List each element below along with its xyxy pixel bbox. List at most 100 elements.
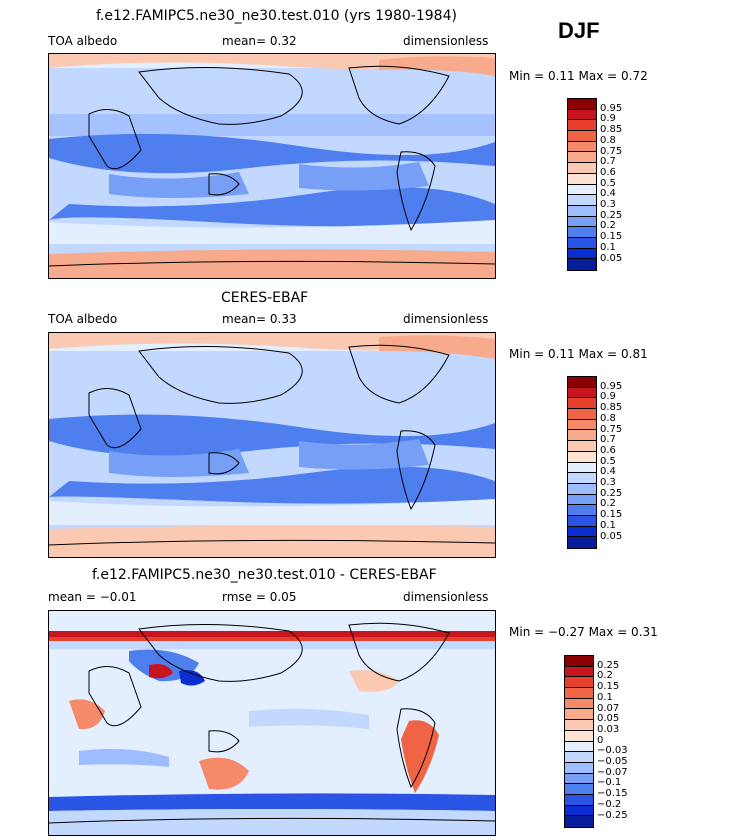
- colorbar-swatch: [568, 227, 596, 238]
- colorbar-tick-label: 0.85: [600, 402, 623, 414]
- colorbar-tick-label: 0.1: [597, 691, 613, 703]
- colorbar-tick-label: 0.15: [600, 509, 623, 521]
- colorbar-tick-label: 0.05: [597, 713, 620, 725]
- colorbar-tick-label: 0.75: [600, 423, 623, 435]
- colorbar-swatch: [568, 163, 596, 174]
- panel-1-title: f.e12.FAMIPC5.ne30_ne30.test.010 (yrs 19…: [96, 8, 457, 24]
- colorbar-swatch: [565, 784, 593, 795]
- colorbar-tick-label: −0.07: [597, 766, 628, 778]
- colorbar-swatch: [568, 152, 596, 164]
- panel-3-map: [48, 610, 496, 836]
- colorbar-swatch: [568, 515, 596, 527]
- colorbar-swatch: [568, 473, 596, 484]
- panel-2-variable-label: TOA albedo: [48, 312, 118, 326]
- colorbar-tick-label: 0.15: [597, 681, 620, 693]
- colorbar-tick-label: −0.1: [597, 777, 622, 789]
- colorbar-tick-label: 0.2: [597, 670, 613, 682]
- colorbar-tick-label: 0.7: [600, 156, 616, 168]
- panel-2-minmax: Min = 0.11 Max = 0.81: [509, 347, 648, 361]
- colorbar-swatch: [568, 173, 596, 185]
- colorbar-swatch: [565, 709, 593, 721]
- colorbar-swatch: [568, 237, 596, 249]
- panel-3-units-label: dimensionless: [403, 590, 489, 604]
- colorbar-swatch: [568, 377, 596, 388]
- colorbar-swatch: [568, 505, 596, 516]
- colorbar-swatch: [565, 794, 593, 806]
- colorbar-tick-label: 0.07: [597, 702, 620, 714]
- colorbar-swatch: [565, 688, 593, 699]
- colorbar-tick-label: 0.3: [600, 477, 616, 488]
- colorbar-swatch: [565, 677, 593, 689]
- colorbar-swatch: [565, 666, 593, 678]
- colorbar-swatch: [568, 462, 596, 474]
- colorbar-swatch: [568, 483, 596, 495]
- colorbar-swatch: [568, 451, 596, 463]
- colorbar-swatch: [568, 99, 596, 110]
- colorbar-tick-label: 0.2: [600, 498, 616, 510]
- panel-3-mean-label: mean = −0.01: [48, 590, 137, 604]
- colorbar-swatch: [568, 131, 596, 142]
- colorbar-tick-label: 0.95: [600, 380, 623, 392]
- colorbar-tick-label: 0.25: [600, 487, 623, 499]
- colorbar-swatch: [568, 195, 596, 206]
- colorbar-swatch: [568, 141, 596, 153]
- colorbar-tick-label: 0.4: [600, 188, 616, 200]
- colorbar-tick-label: 0.9: [600, 391, 616, 403]
- colorbar-swatch: [568, 526, 596, 538]
- colorbar-swatch: [565, 656, 593, 667]
- colorbar-tick-label: −0.15: [597, 788, 628, 800]
- colorbar-tick-label: 0.1: [600, 519, 616, 531]
- panel-3-minmax: Min = −0.27 Max = 0.31: [509, 625, 658, 639]
- season-label: DJF: [558, 18, 600, 43]
- colorbar-swatch: [568, 398, 596, 410]
- panel-2-units-label: dimensionless: [403, 312, 489, 326]
- colorbar-swatch: [565, 816, 593, 827]
- colorbar-swatch: [565, 752, 593, 763]
- colorbar-swatch: [568, 419, 596, 431]
- colorbar-tick-label: 0.8: [600, 134, 616, 146]
- colorbar-tick-label: 0.6: [600, 444, 616, 456]
- panel-3-colorbar: [564, 655, 594, 828]
- colorbar-tick-label: 0.95: [600, 102, 623, 114]
- colorbar-swatch: [568, 537, 596, 548]
- colorbar-tick-label: −0.05: [597, 756, 628, 767]
- colorbar-swatch: [568, 430, 596, 442]
- colorbar-swatch: [568, 441, 596, 452]
- panel-1-variable-label: TOA albedo: [48, 34, 118, 48]
- colorbar-tick-label: 0.05: [600, 252, 623, 264]
- panel-1-units-label: dimensionless: [403, 34, 489, 48]
- colorbar-tick-label: 0: [597, 734, 604, 746]
- colorbar-tick-label: 0.25: [597, 659, 620, 671]
- panel-2-map: [48, 332, 496, 558]
- colorbar-tick-label: 0.7: [600, 434, 616, 446]
- panel-2-title: CERES-EBAF: [221, 290, 309, 306]
- colorbar-tick-label: 0.03: [597, 723, 620, 735]
- colorbar-swatch: [565, 773, 593, 785]
- colorbar-swatch: [568, 409, 596, 420]
- colorbar-swatch: [568, 205, 596, 217]
- colorbar-swatch: [565, 698, 593, 710]
- colorbar-swatch: [568, 120, 596, 132]
- colorbar-tick-label: 0.25: [600, 209, 623, 221]
- colorbar-swatch: [568, 109, 596, 121]
- colorbar-swatch: [568, 184, 596, 196]
- colorbar-tick-label: −0.25: [597, 809, 628, 821]
- panel-3-title: f.e12.FAMIPC5.ne30_ne30.test.010 - CERES…: [92, 567, 437, 583]
- colorbar-tick-label: 0.05: [600, 530, 623, 542]
- colorbar-tick-label: 0.5: [600, 455, 616, 467]
- colorbar-swatch: [568, 248, 596, 260]
- colorbar-tick-label: 0.1: [600, 241, 616, 253]
- colorbar-tick-label: 0.85: [600, 124, 623, 136]
- colorbar-swatch: [568, 387, 596, 399]
- colorbar-swatch: [568, 494, 596, 506]
- colorbar-tick-label: 0.5: [600, 177, 616, 189]
- colorbar-tick-label: −0.03: [597, 745, 628, 757]
- colorbar-swatch: [565, 741, 593, 753]
- panel-1-minmax: Min = 0.11 Max = 0.72: [509, 69, 648, 83]
- colorbar-tick-label: −0.2: [597, 798, 622, 810]
- panel-1-map: [48, 53, 496, 279]
- colorbar-tick-label: 0.4: [600, 466, 616, 478]
- colorbar-tick-label: 0.8: [600, 412, 616, 424]
- colorbar-tick-label: 0.9: [600, 113, 616, 125]
- colorbar-swatch: [568, 259, 596, 270]
